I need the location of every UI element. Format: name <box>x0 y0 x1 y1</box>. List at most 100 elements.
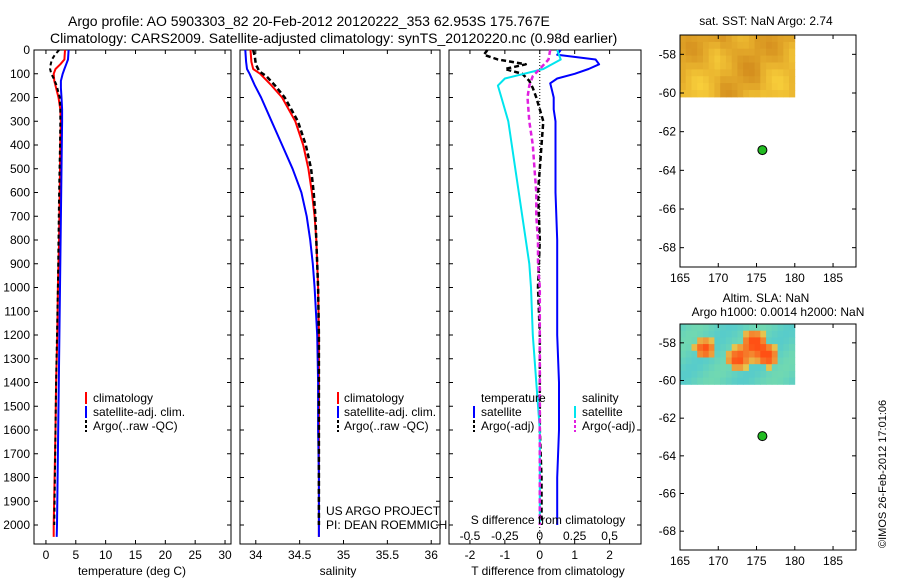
heatmap-cell <box>680 350 687 358</box>
salinity-x-ticks: 34 34.5 35 35.5 36 <box>249 50 438 562</box>
lat-tick-label: -68 <box>659 241 677 255</box>
heatmap-cell <box>760 76 767 84</box>
heatmap-cell <box>789 41 796 50</box>
heatmap-cell <box>703 330 710 338</box>
heatmap-cell <box>783 76 790 84</box>
heatmap-cell <box>680 330 687 338</box>
heatmap-cell <box>789 364 796 372</box>
heatmap-cell <box>680 41 687 50</box>
argo-profile-line <box>49 49 62 526</box>
depth-tick-label: 300 <box>10 114 30 128</box>
heatmap-cell <box>737 337 744 345</box>
heatmap-cell <box>777 90 784 98</box>
heatmap-cell <box>708 76 715 84</box>
heatmap-cell <box>748 35 756 43</box>
heatmap-cell <box>754 55 761 63</box>
temperature-xlabel: temperature (deg C) <box>78 564 186 578</box>
heatmap-cell <box>725 364 733 372</box>
heatmap-cell <box>703 90 710 98</box>
heatmap-cell <box>714 344 721 352</box>
heatmap-cell <box>748 76 756 84</box>
heatmap-cell <box>708 83 715 91</box>
heatmap-cell <box>783 377 790 385</box>
heatmap-cell <box>783 35 790 43</box>
heatmap-cell <box>708 350 715 358</box>
legend-label-climatology: climatology <box>93 391 153 405</box>
heatmap-cell <box>789 90 796 98</box>
heatmap-cell <box>714 370 721 379</box>
temperature-axes-box <box>33 49 232 545</box>
heatmap-cell <box>737 55 744 63</box>
argo-profile-line <box>251 49 321 525</box>
heatmap-cell <box>760 370 767 379</box>
legend-label-climatology: climatology <box>344 391 404 405</box>
lat-tick-label: -66 <box>659 487 677 501</box>
heatmap-cell <box>708 90 715 98</box>
depth-tick-label: 1400 <box>3 376 30 390</box>
heatmap-cell <box>789 344 796 352</box>
heatmap-cell <box>771 357 778 365</box>
lon-tick-label: 185 <box>823 271 843 285</box>
heatmap-cell <box>766 364 773 372</box>
heatmap-cell <box>766 69 773 77</box>
heatmap-cell <box>743 48 750 57</box>
heatmap-cell <box>697 344 704 352</box>
temperature-legend: climatology satellite-adj. clim. Argo(..… <box>85 391 185 433</box>
heatmap-cell <box>748 69 756 77</box>
heatmap-cell <box>783 48 790 57</box>
sst-map-y-ticks: -58 -60 -62 -64 -66 -68 <box>659 47 856 255</box>
heatmap-cell <box>737 48 744 57</box>
heatmap-cell <box>685 48 692 57</box>
heatmap-cell <box>691 41 698 50</box>
heatmap-cell <box>743 344 750 352</box>
depth-tick-label: 200 <box>10 91 30 105</box>
heatmap-cell <box>703 357 710 365</box>
heatmap-cell <box>731 324 738 332</box>
heatmap-cell <box>766 357 773 365</box>
difference-axes-box <box>448 49 642 545</box>
heatmap-cell <box>703 35 710 43</box>
heatmap-cell <box>691 344 698 352</box>
heatmap-cell <box>771 324 778 332</box>
heatmap-cell <box>720 364 727 372</box>
heatmap-cell <box>697 364 704 372</box>
heatmap-cell <box>783 69 790 77</box>
heatmap-cell <box>783 62 790 70</box>
salinity-xlabel: salinity <box>320 564 357 578</box>
heatmap-cell <box>720 41 727 50</box>
lon-tick-label: 170 <box>708 271 728 285</box>
heatmap-cell <box>703 69 710 77</box>
heatmap-cell <box>680 55 687 63</box>
heatmap-cell <box>703 55 710 63</box>
heatmap-cell <box>725 344 733 352</box>
heatmap-cell <box>720 344 727 352</box>
heatmap-cell <box>720 370 727 379</box>
temperature-panel: 0100200300400500600700800900100011001200… <box>3 43 232 578</box>
heatmap-cell <box>691 330 698 338</box>
heatmap-cell <box>760 35 767 43</box>
heatmap-cell <box>760 377 767 385</box>
heatmap-cell <box>685 350 692 358</box>
heatmap-cell <box>680 344 687 352</box>
difference-lines <box>482 49 601 525</box>
depth-tick-label: 800 <box>10 233 30 247</box>
heatmap-cell <box>783 337 790 345</box>
heatmap-cell <box>737 350 744 358</box>
depth-tick-label: 1900 <box>3 494 30 508</box>
heatmap-cell <box>754 83 761 91</box>
heatmap-cell <box>714 35 721 43</box>
difference-x-ticks: -2 -1 0 1 2 <box>465 50 613 562</box>
heatmap-cell <box>685 337 692 345</box>
heatmap-cell <box>789 62 796 70</box>
heatmap-cell <box>708 41 715 50</box>
heatmap-cell <box>777 41 784 50</box>
heatmap-cell <box>737 83 744 91</box>
heatmap-cell <box>703 350 710 358</box>
heatmap-cell <box>714 76 721 84</box>
salinity-axes-box <box>239 49 441 545</box>
heatmap-cell <box>748 377 756 385</box>
heatmap-cell <box>703 377 710 385</box>
heatmap-cell <box>714 55 721 63</box>
heatmap-cell <box>720 76 727 84</box>
sst-map-title: sat. SST: NaN Argo: 2.74 <box>699 14 833 28</box>
